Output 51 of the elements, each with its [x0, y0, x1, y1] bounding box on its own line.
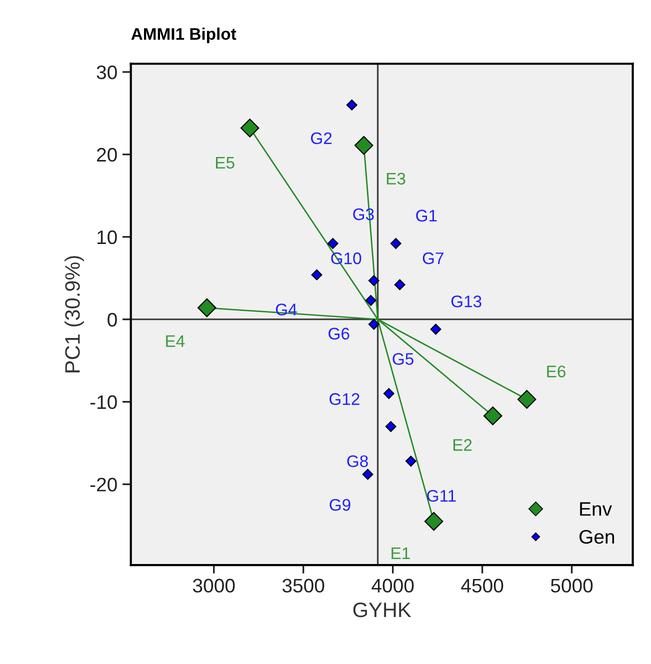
y-tick-label: 30 — [96, 65, 117, 80]
point — [390, 238, 402, 249]
point — [362, 468, 374, 480]
annotation: G7 — [422, 252, 444, 264]
chart-title: AMMI1 Biplot — [131, 28, 236, 44]
annotation: E4 — [166, 335, 185, 347]
legend-label: Gen — [580, 530, 614, 544]
y-tick-label: 0 — [108, 312, 117, 327]
y-tick-label: 20 — [97, 148, 117, 162]
y-tick-label: 10 — [98, 230, 117, 244]
y-tick-label: -20 — [90, 478, 117, 492]
annotation: G11 — [427, 490, 456, 502]
x-tick-label: 3500 — [282, 578, 324, 593]
point — [424, 512, 444, 531]
annotation: E2 — [453, 439, 472, 451]
point — [368, 318, 380, 330]
annotation: E5 — [216, 157, 234, 169]
annotation: E1 — [392, 548, 410, 560]
point — [365, 294, 376, 306]
x-tick-label: 4500 — [461, 578, 504, 593]
annotation: G13 — [451, 296, 482, 308]
annotation: G1 — [416, 210, 437, 222]
point — [430, 324, 442, 335]
point — [240, 118, 260, 138]
point — [368, 275, 380, 286]
point — [483, 406, 502, 426]
point — [327, 238, 338, 249]
y-tick-label: -10 — [90, 395, 117, 410]
point — [405, 456, 416, 467]
annotation: G12 — [330, 393, 360, 405]
point — [198, 298, 216, 318]
annotation: G2 — [311, 132, 332, 144]
annotation: G9 — [330, 498, 350, 511]
annotation: G6 — [328, 328, 350, 340]
annotation: E3 — [386, 172, 406, 185]
annotation: G5 — [392, 353, 414, 365]
x-tick-label: 3000 — [192, 578, 235, 593]
y-axis-title: PC1 (30.9%) — [64, 256, 84, 372]
annotation: E6 — [547, 366, 566, 378]
x-tick-label: 4000 — [372, 578, 414, 593]
point — [385, 421, 396, 432]
x-tick-label: 5000 — [550, 578, 593, 593]
point — [346, 100, 358, 110]
point — [394, 279, 406, 290]
annotation: G8 — [347, 455, 368, 468]
point — [354, 136, 374, 155]
point — [383, 388, 394, 400]
point — [517, 390, 536, 409]
legend-label: Env — [580, 502, 612, 516]
x-axis-title: GYHK — [353, 602, 412, 618]
point — [311, 269, 322, 280]
